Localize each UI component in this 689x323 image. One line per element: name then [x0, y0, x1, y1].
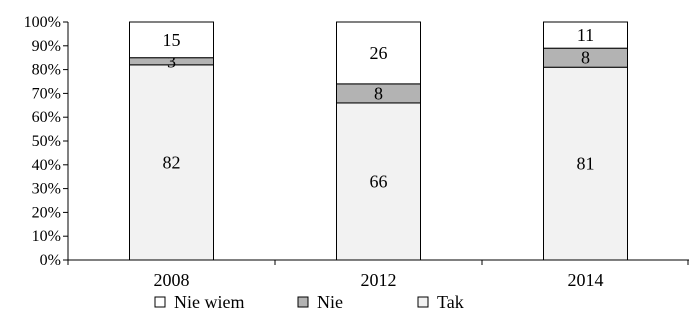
y-tick-label: 30%	[32, 181, 61, 198]
legend-label: Tak	[437, 292, 464, 312]
data-label: 66	[370, 171, 388, 191]
y-tick-label: 50%	[32, 133, 61, 150]
y-axis: 0% 10% 20% 30% 40% 50% 60% 70% 80% 90% 100%	[24, 14, 69, 269]
legend-label: Nie	[317, 292, 343, 312]
data-label: 8	[374, 83, 383, 103]
y-tick-label: 20%	[32, 204, 61, 221]
bar-segment-tak	[543, 66, 628, 261]
y-tick-label: 100%	[24, 14, 61, 31]
bar-segment-tak	[336, 102, 421, 261]
bar-segment-nie-wiem	[336, 21, 421, 85]
data-label: 82	[163, 152, 181, 172]
data-label: 81	[577, 154, 595, 174]
data-label: 3	[167, 51, 176, 71]
x-tick-label: 2008	[154, 270, 190, 290]
y-tick-label: 60%	[32, 109, 61, 126]
y-tick-label: 10%	[32, 228, 61, 245]
data-label: 11	[577, 25, 594, 45]
data-label: 15	[163, 30, 181, 50]
bar-segment-nie-wiem	[543, 21, 628, 49]
legend-swatch	[154, 296, 166, 308]
bar-segment-tak	[129, 64, 214, 261]
legend-swatch	[417, 296, 429, 308]
legend-swatch	[297, 296, 309, 308]
legend-label: Nie wiem	[174, 292, 244, 312]
y-tick-label: 0%	[40, 252, 61, 269]
y-tick-label: 40%	[32, 157, 61, 174]
y-tick-label: 80%	[32, 62, 61, 79]
x-tick-label: 2014	[568, 270, 604, 290]
x-axis: 2008 2012 2014	[67, 259, 689, 290]
legend: Nie wiem Nie Tak	[154, 292, 464, 312]
bars: 82 315 66 8 26 81 8 11	[129, 21, 628, 261]
bar-segment-nie-wiem	[129, 21, 214, 59]
data-label: 26	[370, 43, 388, 63]
data-label: 8	[581, 48, 590, 68]
x-tick-label: 2012	[361, 270, 397, 290]
y-tick-label: 90%	[32, 38, 61, 55]
y-tick-label: 70%	[32, 85, 61, 102]
